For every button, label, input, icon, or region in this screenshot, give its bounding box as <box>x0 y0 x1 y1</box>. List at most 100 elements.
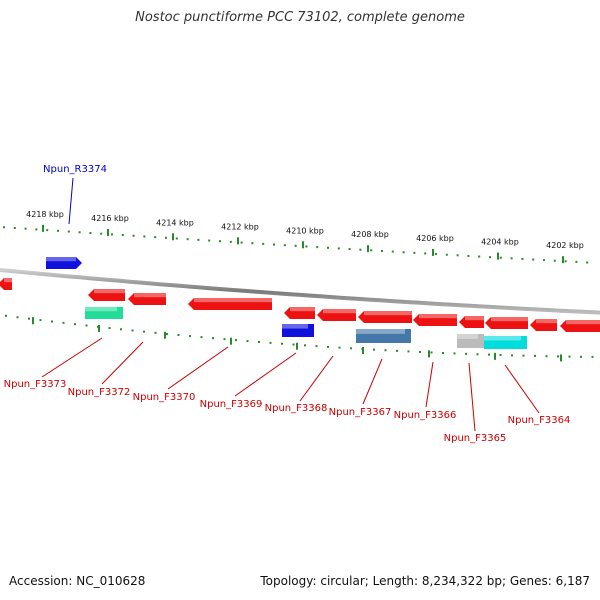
outer-minor-tick <box>67 230 70 233</box>
outer-major-tick <box>42 224 44 232</box>
outer-major-tick <box>367 245 369 253</box>
inner-minor-tick <box>327 345 329 348</box>
outer-minor-tick <box>3 226 5 229</box>
outer-minor-tick <box>132 234 135 237</box>
inner-minor-tick <box>557 355 559 358</box>
outer-minor-tick <box>532 258 535 261</box>
inner-minor-tick <box>453 352 456 355</box>
inner-minor-tick <box>476 353 479 356</box>
callout-line <box>468 362 476 432</box>
inner-minor-tick <box>338 346 341 349</box>
tick-label: 4202 kbp <box>546 241 584 250</box>
forward-gene-block <box>0 278 12 290</box>
inner-minor-tick <box>373 348 375 351</box>
forward-gene-block <box>459 316 484 328</box>
tick-label: 4210 kbp <box>286 226 324 235</box>
outer-minor-tick <box>186 238 189 241</box>
inner-minor-tick <box>568 355 571 358</box>
callout-line <box>425 361 434 408</box>
inner-minor-tick <box>545 355 548 358</box>
inner-minor-tick <box>281 342 283 345</box>
outer-minor-tick <box>262 242 265 245</box>
inner-minor-tick <box>62 321 65 324</box>
genome-summary-text: Topology: circular; Length: 8,234,322 bp… <box>260 574 590 588</box>
outer-minor-tick <box>219 240 221 243</box>
gene-npun-f3365 <box>457 334 484 348</box>
inner-minor-tick <box>51 320 53 323</box>
inner-minor-tick <box>223 338 226 341</box>
inner-minor-tick <box>580 355 582 358</box>
inner-minor-tick <box>108 327 111 330</box>
outer-minor-tick <box>208 239 211 242</box>
outer-minor-tick <box>251 242 254 245</box>
outer-minor-tick <box>456 254 459 257</box>
outer-minor-tick <box>359 248 362 251</box>
outer-minor-tick <box>553 259 556 262</box>
gene-npun-f3369 <box>282 324 314 337</box>
inner-minor-tick <box>5 314 7 317</box>
outer-minor-tick <box>575 260 578 263</box>
outer-major-tick <box>237 237 239 245</box>
forward-gene-block <box>413 314 457 326</box>
outer-minor-tick <box>316 246 319 249</box>
tick-label: 4206 kbp <box>416 234 454 243</box>
gene-npun-f3364 <box>484 336 527 349</box>
outer-major-tick <box>107 229 109 237</box>
outer-minor-tick <box>348 248 351 251</box>
inner-minor-tick <box>235 339 237 342</box>
gene-label: Npun_F3370 <box>133 392 196 403</box>
outer-minor-tick <box>370 249 373 252</box>
tick-label: 4214 kbp <box>156 218 194 227</box>
outer-minor-tick <box>543 259 545 262</box>
inner-minor-tick <box>350 347 352 350</box>
inner-minor-tick <box>511 354 513 357</box>
backbone-line <box>0 268 600 315</box>
outer-minor-tick <box>467 254 470 257</box>
outer-minor-tick <box>143 235 146 238</box>
inner-tick-ring <box>5 314 594 362</box>
gene-label: Npun_R3374 <box>43 164 107 175</box>
outer-major-tick <box>562 256 564 264</box>
outer-minor-tick <box>229 240 232 243</box>
outer-minor-tick <box>381 249 383 252</box>
callout-line <box>167 346 229 390</box>
outer-major-tick <box>432 248 434 256</box>
outer-minor-tick <box>478 255 481 258</box>
genome-backbone <box>0 268 600 315</box>
inner-minor-tick <box>442 351 444 354</box>
gene-npun-f3367 <box>356 329 411 343</box>
forward-gene-block <box>530 319 557 331</box>
outer-minor-tick <box>240 241 243 244</box>
outer-minor-tick <box>57 229 59 232</box>
outer-minor-tick <box>121 234 124 237</box>
forward-gene-block <box>317 309 356 321</box>
outer-minor-tick <box>13 226 16 229</box>
outer-minor-tick <box>35 228 38 231</box>
outer-minor-tick <box>586 261 589 264</box>
inner-minor-tick <box>534 354 536 357</box>
outer-minor-tick <box>489 256 491 259</box>
gene-label: Npun_F3368 <box>265 403 328 414</box>
inner-minor-tick <box>315 345 318 348</box>
inner-minor-tick <box>154 331 157 334</box>
outer-minor-tick <box>402 251 405 254</box>
outer-minor-tick <box>424 252 427 255</box>
outer-minor-tick <box>283 244 286 247</box>
inner-major-tick <box>98 324 100 332</box>
outer-minor-tick <box>100 232 103 235</box>
gene-label: Npun_F3372 <box>68 387 131 398</box>
inner-major-tick <box>428 350 430 358</box>
inner-minor-tick <box>591 355 594 358</box>
forward-gene-block <box>560 320 600 332</box>
inner-minor-tick <box>212 337 214 340</box>
callout-line <box>234 352 297 397</box>
tick-label: 4204 kbp <box>481 238 519 247</box>
inner-minor-tick <box>28 317 30 320</box>
inner-minor-tick <box>166 332 168 335</box>
inner-minor-tick <box>74 323 76 326</box>
forward-gene-block <box>485 317 528 329</box>
callout-line <box>101 341 144 385</box>
callout-line <box>362 358 383 405</box>
inner-minor-tick <box>430 351 433 354</box>
inner-minor-tick <box>499 354 502 357</box>
